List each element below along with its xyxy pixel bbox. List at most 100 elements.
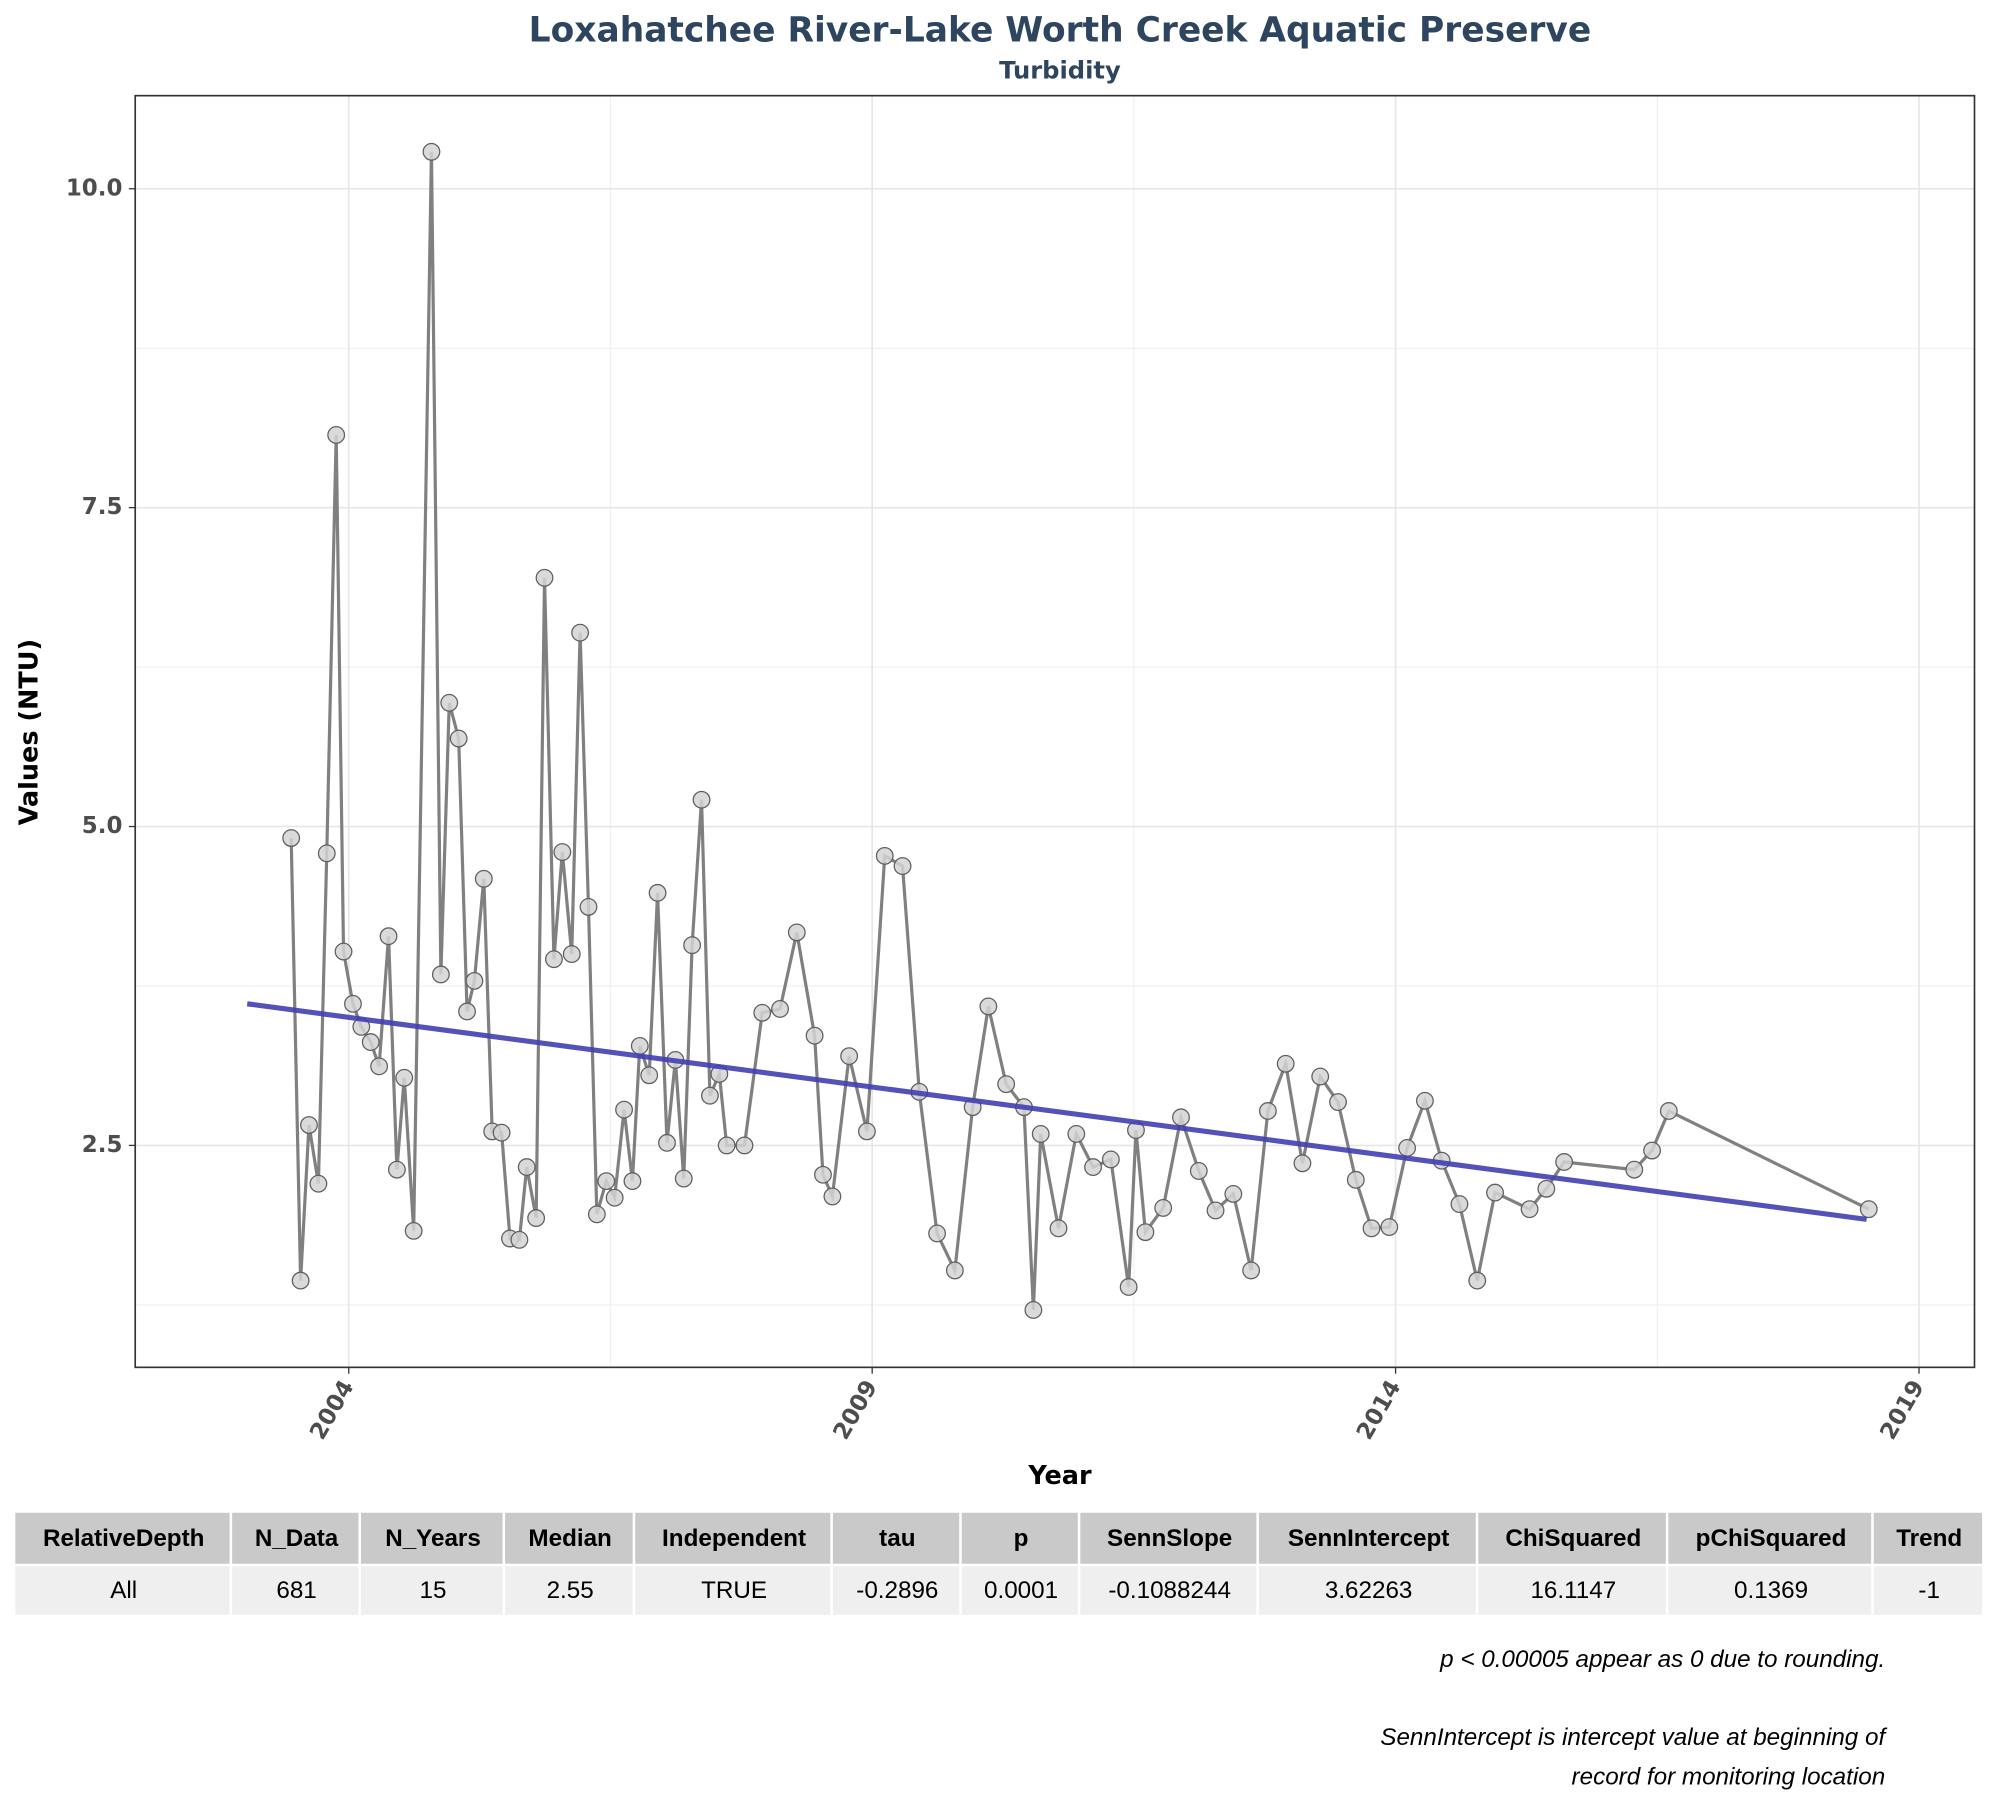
- data-point: [1329, 1093, 1347, 1111]
- data-point: [753, 1003, 772, 1022]
- data-point: [1362, 1219, 1381, 1238]
- data-point: [1154, 1198, 1173, 1217]
- data-point: [1450, 1195, 1469, 1214]
- chart-title: Loxahatchee River-Lake Worth Creek Aquat…: [529, 10, 1592, 50]
- table-header-cell: [360, 1512, 503, 1564]
- table-header: tau: [879, 1525, 915, 1552]
- data-point: [1031, 1125, 1050, 1143]
- table-header: N_Years: [385, 1525, 481, 1552]
- data-point: [291, 1271, 310, 1290]
- data-point: [683, 936, 702, 955]
- data-point: [640, 1066, 659, 1085]
- data-point: [535, 568, 554, 587]
- data-point: [510, 1230, 529, 1249]
- data-point: [309, 1174, 328, 1193]
- table-cell: [1258, 1566, 1476, 1615]
- data-point: [449, 729, 468, 748]
- data-point: [1242, 1261, 1261, 1280]
- data-point: [379, 927, 398, 946]
- data-point: [605, 1188, 624, 1207]
- data-point: [823, 1187, 842, 1206]
- data-point: [814, 1165, 832, 1184]
- data-point: [1468, 1271, 1487, 1290]
- table-header: Trend: [1896, 1525, 1962, 1552]
- y-tick-label: 5.0: [82, 813, 123, 839]
- y-tick-label: 2.5: [82, 1132, 123, 1158]
- data-point: [945, 1261, 964, 1280]
- table-header-cell: [1258, 1512, 1476, 1564]
- data-point: [1206, 1201, 1225, 1220]
- data-point: [1024, 1301, 1043, 1319]
- data-point: [1625, 1160, 1644, 1179]
- data-point: [1486, 1183, 1504, 1202]
- data-point: [623, 1172, 642, 1191]
- table-cell: [360, 1566, 503, 1615]
- data-point: [630, 1036, 649, 1055]
- table-header: N_Data: [255, 1525, 339, 1552]
- data-point: [1415, 1091, 1434, 1110]
- data-point: [1189, 1161, 1208, 1180]
- data-point: [648, 883, 667, 902]
- data-point: [395, 1068, 414, 1087]
- data-point: [1172, 1108, 1190, 1127]
- data-point: [300, 1116, 318, 1134]
- table-header-cell: [15, 1512, 230, 1564]
- table-header-cell: [1668, 1512, 1872, 1564]
- data-point: [787, 923, 806, 942]
- data-point: [465, 971, 484, 990]
- table-cell: [232, 1566, 359, 1615]
- data-point: [1520, 1200, 1539, 1219]
- data-point: [1136, 1223, 1155, 1242]
- data-point: [282, 829, 301, 847]
- table-cell: [1873, 1566, 1983, 1615]
- table-cell: [961, 1566, 1078, 1615]
- data-point: [579, 897, 598, 916]
- data-point: [327, 426, 346, 444]
- data-point: [615, 1100, 634, 1119]
- data-point: [587, 1205, 606, 1224]
- data-point: [1067, 1125, 1086, 1143]
- data-point: [658, 1133, 676, 1152]
- data-point: [344, 994, 362, 1013]
- table-header: Independent: [662, 1525, 806, 1552]
- data-point: [1276, 1054, 1295, 1073]
- table-cell-text: 681: [276, 1577, 316, 1604]
- table-cell-text: 0.0001: [984, 1577, 1058, 1604]
- table-header: SennSlope: [1107, 1525, 1232, 1552]
- table-header: SennIntercept: [1288, 1525, 1450, 1552]
- table-header-cell: [961, 1512, 1078, 1564]
- table-cell-text: 3.62263: [1325, 1577, 1413, 1604]
- data-point: [1119, 1278, 1138, 1296]
- table-cell: [635, 1566, 831, 1615]
- x-tick-label: 2014: [1352, 1376, 1406, 1444]
- table-cell-text: -0.2896: [856, 1577, 938, 1604]
- note: record for monitoring location: [1572, 1763, 1886, 1790]
- data-point: [370, 1057, 389, 1076]
- data-point: [674, 1169, 693, 1188]
- data-point: [875, 846, 894, 865]
- x-tick-label: 2009: [829, 1376, 883, 1444]
- table-cell-text: 2.55: [547, 1577, 594, 1604]
- y-tick-label: 10.0: [66, 175, 123, 201]
- data-point: [997, 1075, 1016, 1094]
- data-point: [527, 1209, 546, 1228]
- data-point: [1224, 1184, 1243, 1203]
- table-cell: [15, 1566, 230, 1615]
- table-header-cell: [1080, 1512, 1257, 1564]
- table-header-cell: [1873, 1512, 1983, 1564]
- data-point: [1659, 1102, 1678, 1120]
- x-axis-label: Year: [1027, 1461, 1092, 1491]
- data-point: [979, 997, 998, 1016]
- table-header: Median: [528, 1525, 611, 1552]
- data-point: [387, 1160, 406, 1179]
- table-header: pChiSquared: [1696, 1525, 1847, 1552]
- table-header-cell: [232, 1512, 359, 1564]
- table-cell: [1080, 1566, 1257, 1615]
- data-point: [1537, 1179, 1556, 1198]
- data-point: [735, 1136, 754, 1155]
- data-point: [1084, 1158, 1102, 1177]
- table-header-cell: [505, 1512, 633, 1564]
- data-point: [458, 1002, 476, 1021]
